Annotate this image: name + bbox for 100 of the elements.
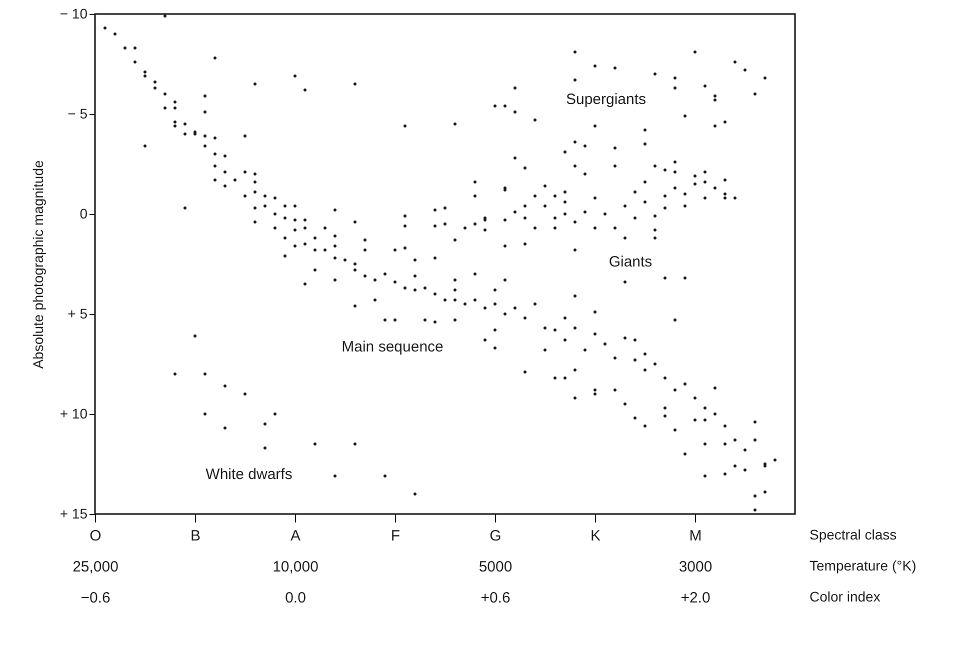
point — [524, 370, 526, 374]
x-tick-label: G 5000 +0.6 — [478, 528, 512, 606]
point — [654, 362, 656, 366]
annotation: Supergiants — [566, 91, 646, 108]
point — [594, 196, 596, 200]
point — [524, 242, 526, 246]
point — [594, 392, 596, 396]
point — [654, 236, 656, 240]
y-axis-title: Absolute photographic magnitude — [30, 160, 46, 369]
x-tick-label: K — [590, 528, 601, 544]
point — [534, 302, 536, 306]
point — [264, 422, 266, 426]
point — [494, 346, 496, 350]
point — [624, 402, 626, 406]
point — [754, 438, 756, 442]
point — [664, 206, 666, 210]
point — [514, 306, 516, 310]
point — [174, 120, 176, 124]
point — [694, 396, 696, 400]
point — [534, 226, 536, 230]
point — [704, 406, 706, 410]
point — [254, 220, 256, 224]
point — [724, 472, 726, 476]
point — [634, 358, 636, 362]
annotation: Giants — [608, 254, 652, 270]
point — [454, 122, 456, 126]
point — [414, 258, 416, 262]
point — [474, 222, 476, 226]
point — [544, 348, 546, 352]
point — [674, 160, 676, 164]
annotation: White dwarfs — [206, 466, 292, 483]
point — [704, 474, 706, 478]
point — [304, 88, 306, 92]
point — [554, 328, 556, 332]
point — [184, 206, 186, 210]
point — [614, 164, 616, 168]
point — [724, 442, 726, 446]
y-tick-label: − 10 — [60, 6, 88, 22]
point — [684, 276, 686, 280]
point — [594, 388, 596, 392]
point — [644, 200, 646, 204]
point — [524, 316, 526, 320]
point — [294, 244, 296, 248]
point — [574, 294, 576, 298]
point — [644, 352, 646, 356]
point — [634, 338, 636, 342]
point — [334, 256, 336, 260]
point — [204, 94, 206, 98]
point — [304, 242, 306, 246]
point — [434, 208, 436, 212]
point — [334, 208, 336, 212]
point — [284, 254, 286, 258]
point — [334, 474, 336, 478]
point — [674, 388, 676, 392]
point — [294, 74, 296, 78]
point — [614, 356, 616, 360]
point — [244, 134, 246, 138]
point — [434, 256, 436, 260]
point — [514, 210, 516, 214]
point — [524, 216, 526, 220]
point — [354, 82, 356, 86]
point — [664, 406, 666, 410]
point — [744, 468, 746, 472]
point — [684, 192, 686, 196]
point — [214, 164, 216, 168]
point — [674, 318, 676, 322]
point — [654, 228, 656, 232]
point — [244, 392, 246, 396]
point — [454, 278, 456, 282]
point — [164, 14, 166, 18]
point — [174, 124, 176, 128]
point — [664, 276, 666, 280]
point — [174, 372, 176, 376]
point — [564, 212, 566, 216]
y-tick-label: 0 — [80, 206, 88, 222]
point — [254, 190, 256, 194]
point — [674, 186, 676, 190]
point — [574, 326, 576, 330]
point — [274, 226, 276, 230]
point — [404, 124, 406, 128]
point — [654, 214, 656, 218]
point — [204, 372, 206, 376]
point — [754, 508, 756, 512]
point — [554, 376, 556, 380]
x-tick-label: F — [390, 528, 400, 544]
point — [304, 282, 306, 286]
point — [314, 442, 316, 446]
point — [474, 180, 476, 184]
point — [734, 438, 736, 442]
point — [684, 382, 686, 386]
point — [404, 224, 406, 228]
point — [614, 388, 616, 392]
point — [714, 124, 716, 128]
point — [144, 144, 146, 148]
point — [704, 442, 706, 446]
point — [404, 214, 406, 218]
point — [204, 412, 206, 416]
point — [694, 418, 696, 422]
point — [504, 244, 506, 248]
point — [674, 170, 676, 174]
